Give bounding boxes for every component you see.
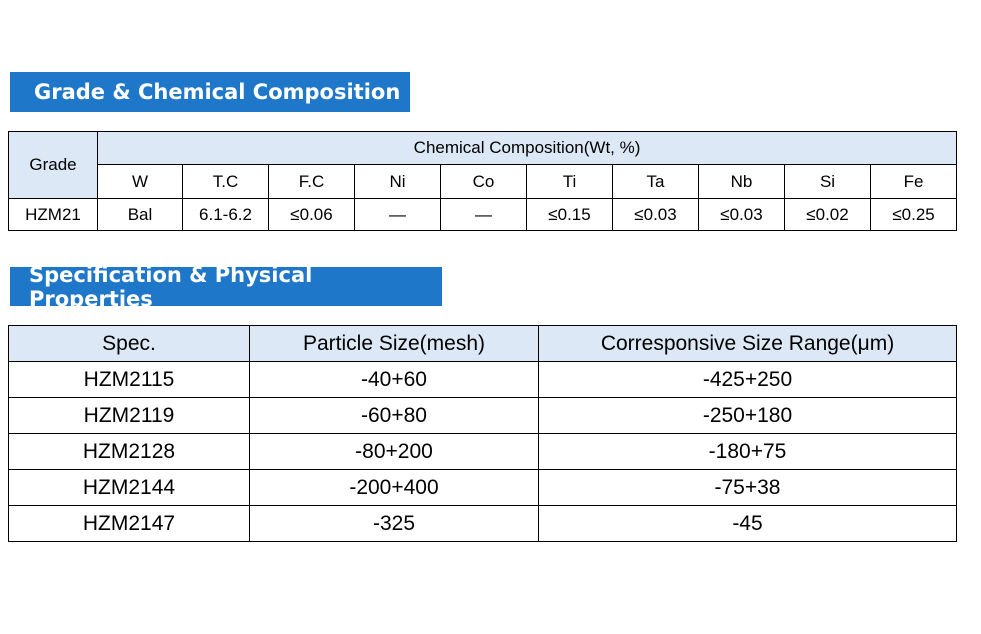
spec-header: Spec. <box>8 325 250 362</box>
specification-table: Spec. Particle Size(mesh) Corresponsive … <box>8 325 957 542</box>
value-cell-fc: ≤0.06 <box>268 198 355 231</box>
element-header-fc: F.C <box>268 164 355 199</box>
grade-header: Grade <box>8 131 98 199</box>
element-header-fe: Fe <box>869 164 958 199</box>
element-header-nb: Nb <box>698 164 785 199</box>
table-row: HZM2128 -80+200 -180+75 <box>8 433 957 470</box>
element-header-ta: Ta <box>612 164 699 199</box>
size-range-cell: -180+75 <box>538 433 957 470</box>
table-row: HZM2115 -40+60 -425+250 <box>8 361 957 398</box>
spec-cell: HZM2115 <box>8 361 250 398</box>
value-cell-ti: ≤0.15 <box>526 198 613 231</box>
table-row: HZM21 Bal 6.1-6.2 ≤0.06 — — ≤0.15 ≤0.03 … <box>8 198 958 231</box>
size-range-header: Corresponsive Size Range(μm) <box>538 325 957 362</box>
value-cell-fe: ≤0.25 <box>869 198 958 231</box>
value-cell-ta: ≤0.03 <box>612 198 699 231</box>
element-header-ti: Ti <box>526 164 613 199</box>
spec-cell: HZM2147 <box>8 505 250 542</box>
section-title-grade-composition: Grade & Chemical Composition <box>10 72 410 112</box>
particle-size-cell: -40+60 <box>249 361 539 398</box>
particle-size-cell: -80+200 <box>249 433 539 470</box>
particle-size-cell: -200+400 <box>249 469 539 506</box>
value-cell-w: Bal <box>97 198 183 231</box>
element-header-si: Si <box>784 164 871 199</box>
spec-cell: HZM2119 <box>8 397 250 434</box>
particle-size-cell: -325 <box>249 505 539 542</box>
value-cell-tc: 6.1-6.2 <box>182 198 269 231</box>
section-title-specification: Specification & Physical Properties <box>10 263 442 311</box>
value-cell-si: ≤0.02 <box>784 198 871 231</box>
particle-size-header: Particle Size(mesh) <box>249 325 539 362</box>
size-range-cell: -75+38 <box>538 469 957 506</box>
spec-cell: HZM2144 <box>8 469 250 506</box>
size-range-cell: -45 <box>538 505 957 542</box>
spec-cell: HZM2128 <box>8 433 250 470</box>
element-header-co: Co <box>440 164 527 199</box>
particle-size-cell: -60+80 <box>249 397 539 434</box>
size-range-cell: -250+180 <box>538 397 957 434</box>
value-cell-nb: ≤0.03 <box>698 198 785 231</box>
table-row: HZM2147 -325 -45 <box>8 505 957 542</box>
composition-header: Chemical Composition(Wt, %) <box>96 131 958 165</box>
table-row: HZM2119 -60+80 -250+180 <box>8 397 957 434</box>
element-header-tc: T.C <box>182 164 269 199</box>
value-cell-ni: — <box>354 198 441 231</box>
value-cell-co: — <box>440 198 527 231</box>
table-row: HZM2144 -200+400 -75+38 <box>8 469 957 506</box>
size-range-cell: -425+250 <box>538 361 957 398</box>
element-header-w: W <box>97 164 183 199</box>
chemical-composition-table: Grade Chemical Composition(Wt, %) W T.C … <box>8 131 958 231</box>
header-row: Spec. Particle Size(mesh) Corresponsive … <box>8 325 957 362</box>
element-header-ni: Ni <box>354 164 441 199</box>
grade-cell: HZM21 <box>8 198 98 231</box>
